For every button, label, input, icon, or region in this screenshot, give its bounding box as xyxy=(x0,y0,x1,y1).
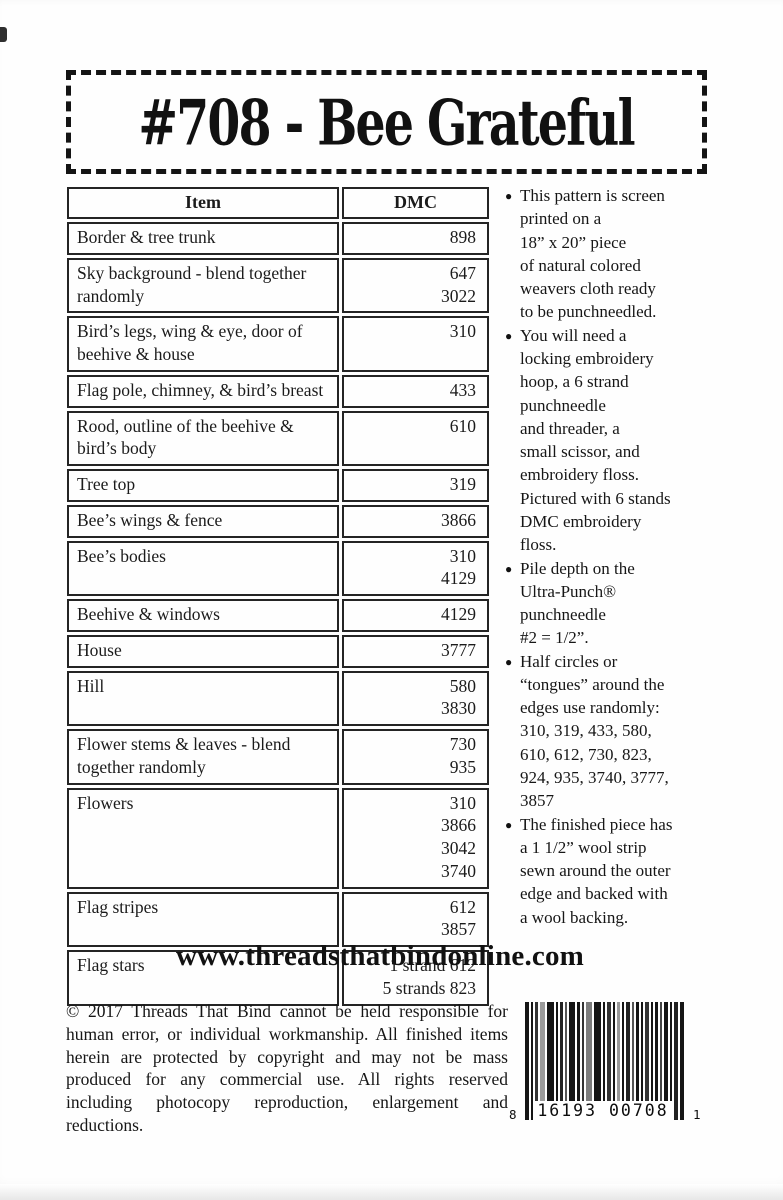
bullet-icon: ● xyxy=(505,817,513,832)
table-row: Hill 580 3830 xyxy=(67,670,489,726)
item-cell: Flower stems & leaves - blend together r… xyxy=(67,729,339,785)
table-row: Flower stems & leaves - blend together r… xyxy=(67,729,489,785)
dmc-column-header: DMC xyxy=(342,187,489,219)
item-column-header: Item xyxy=(67,187,339,219)
note-item: ● The finished piece has a 1 1/2” wool st… xyxy=(505,813,721,929)
table-row: Sky background - blend together randomly… xyxy=(67,257,489,314)
barcode-center-digits: 16193 00708 xyxy=(523,1101,683,1121)
page-title: #708 - Bee Grateful xyxy=(138,84,636,160)
item-cell: Flag stripes xyxy=(67,891,339,947)
upc-barcode: 16193 00708 8 1 xyxy=(503,998,713,1148)
item-cell: Flag stars xyxy=(67,950,339,1006)
dmc-cell: 730 935 xyxy=(342,729,489,785)
item-cell: Flag pole, chimney, & bird’s breast xyxy=(67,374,339,408)
dmc-cell: 3866 xyxy=(342,504,489,538)
item-cell: Bee’s wings & fence xyxy=(67,504,339,538)
table-row: Tree top 319 xyxy=(67,469,489,502)
bullet-icon: ● xyxy=(505,561,513,576)
barcode-right-digit: 1 xyxy=(693,1107,701,1122)
bullet-icon: ● xyxy=(505,189,513,203)
table-row: Flag pole, chimney, & bird’s breast 433 xyxy=(67,374,489,408)
table-header-row: Item DMC xyxy=(67,187,489,219)
barcode-bars-icon xyxy=(525,1002,684,1120)
note-item: ● Half circles or “tongues” around the ed… xyxy=(505,650,721,813)
photo-edge-shadow xyxy=(0,1184,783,1200)
note-item: ● You will need a locking embroidery hoop… xyxy=(505,324,721,557)
bullet-icon: ● xyxy=(505,654,513,669)
dmc-cell: 310 4129 xyxy=(342,540,489,596)
note-text: This pattern is screen printed on a 18” … xyxy=(520,186,665,322)
table-row: Border & tree trunk 898 xyxy=(67,222,489,255)
title-box: #708 - Bee Grateful xyxy=(66,70,707,174)
item-cell: Border & tree trunk xyxy=(67,222,339,255)
item-cell: Rood, outline of the beehive & bird’s bo… xyxy=(67,410,339,466)
dmc-table-body: Border & tree trunk 898 Sky background - b… xyxy=(67,222,489,1006)
bullet-icon: ● xyxy=(505,328,513,343)
item-cell: Hill xyxy=(67,670,339,726)
item-cell: Sky background - blend together randomly xyxy=(67,257,339,314)
table-row: Bird’s legs, wing & eye, door of beehive… xyxy=(67,316,489,372)
website-url: www.threadsthatbindonline.com xyxy=(175,940,585,972)
table-row: Flag stars 1 strand 612 5 strands 823 xyxy=(67,950,489,1006)
table-row: Bee’s bodies 310 4129 xyxy=(67,540,489,596)
note-item: ● This pattern is screen printed on a 18”… xyxy=(505,184,721,324)
item-cell: Bird’s legs, wing & eye, door of beehive… xyxy=(67,316,339,372)
copyright-text: © 2017 Threads That Bind cannot be held … xyxy=(66,1001,508,1135)
table-row: Beehive & windows 4129 xyxy=(67,599,489,632)
dmc-cell: 580 3830 xyxy=(342,670,489,726)
note-text: Pile depth on the Ultra-Punch® punchneed… xyxy=(520,558,635,648)
barcode-left-digit: 8 xyxy=(509,1107,517,1122)
table-row: Bee’s wings & fence 3866 xyxy=(67,504,489,538)
dmc-cell: 4129 xyxy=(342,599,489,632)
dmc-color-table: Item DMC Border & tree trunk 898 Sky backg… xyxy=(64,184,492,1009)
item-cell: Tree top xyxy=(67,469,339,502)
note-item: ● Pile depth on the Ultra-Punch® punchnee… xyxy=(505,557,721,650)
dmc-cell: 647 3022 xyxy=(342,257,489,314)
dmc-cell: 610 xyxy=(342,410,489,466)
item-cell: House xyxy=(67,634,339,668)
dmc-cell: 319 xyxy=(342,469,489,502)
instruction-notes-list: ● This pattern is screen printed on a 18”… xyxy=(505,184,721,929)
table-row: Flag stripes 612 3857 xyxy=(67,891,489,947)
table-row: Rood, outline of the beehive & bird’s bo… xyxy=(67,410,489,466)
dmc-cell: 898 xyxy=(342,222,489,255)
item-cell: Beehive & windows xyxy=(67,599,339,632)
dmc-cell: 310 xyxy=(342,316,489,372)
dmc-cell: 310 3866 3042 3740 xyxy=(342,787,489,889)
note-text: You will need a locking embroidery hoop,… xyxy=(520,325,671,555)
dmc-cell: 3777 xyxy=(342,634,489,668)
item-cell: Flowers xyxy=(67,787,339,889)
note-text: Half circles or “tongues” around the edg… xyxy=(520,651,669,811)
scan-artifact xyxy=(0,27,7,42)
dmc-cell: 612 3857 xyxy=(342,891,489,947)
table-row: House 3777 xyxy=(67,634,489,668)
dmc-cell: 1 strand 612 5 strands 823 xyxy=(342,950,489,1006)
item-cell: Bee’s bodies xyxy=(67,540,339,596)
table-row: Flowers 310 3866 3042 3740 xyxy=(67,787,489,889)
dmc-cell: 433 xyxy=(342,374,489,408)
note-text: The finished piece has a 1 1/2” wool str… xyxy=(520,814,673,927)
